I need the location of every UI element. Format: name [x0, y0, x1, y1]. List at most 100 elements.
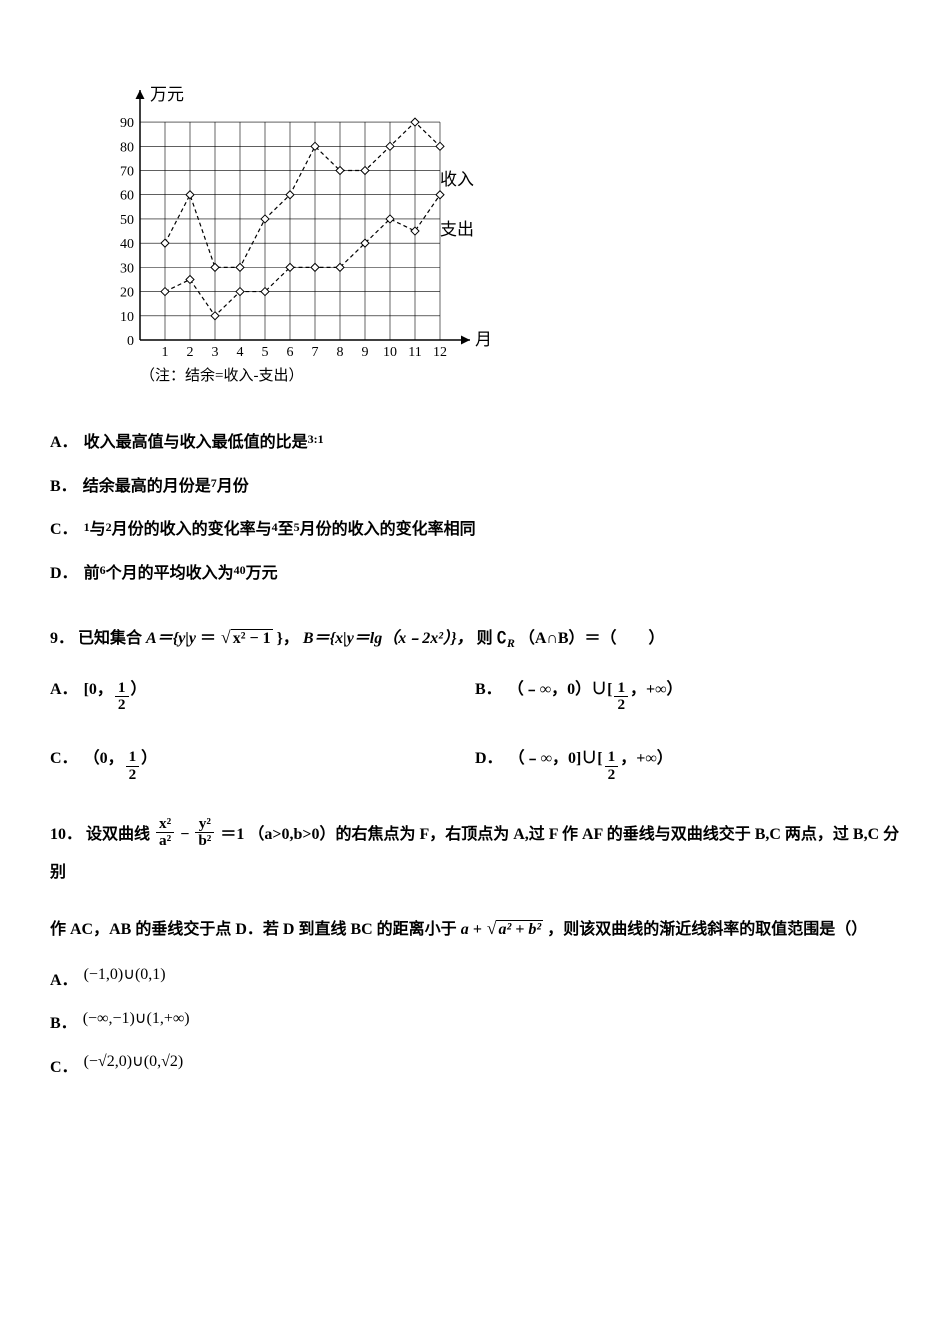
num: 5: [294, 518, 300, 537]
sqrt-body: x² − 1: [231, 629, 273, 647]
sqrt: a² + b²: [487, 907, 543, 949]
svg-text:90: 90: [120, 116, 134, 131]
q8-option-a: A． 收入最高值与收入最低值的比是 3:1: [50, 430, 900, 456]
svg-text:60: 60: [120, 189, 134, 204]
svg-text:50: 50: [120, 213, 134, 228]
svg-text:10: 10: [120, 310, 134, 325]
sqrt-body: a² + b²: [496, 920, 543, 938]
svg-text:2: 2: [187, 345, 194, 360]
q10-option-a: A． (−1,0)∪(0,1): [50, 968, 900, 994]
option-label: A．: [50, 677, 78, 703]
q8-option-c: C． 1 与 2 月份的收入的变化率与 4 至 5 月份的收入的变化率相同: [50, 517, 900, 543]
t: 万元: [246, 561, 278, 587]
svg-text:8: 8: [337, 345, 344, 360]
q9-option-a: A． [0， 12 ）: [50, 677, 475, 716]
q10-line2: 作 AC，AB 的垂线交于点 D．若 D 到直线 BC 的距离小于 a + a²…: [50, 907, 900, 949]
t: （﹣∞，0）∪[: [508, 677, 613, 703]
svg-text:7: 7: [312, 345, 319, 360]
t: （﹣∞，0]∪[: [509, 746, 603, 772]
t: （a>0,b>0）的右焦点为 F，右顶点为 A,过 F 作 AF 的垂线与双曲线…: [50, 826, 899, 881]
t: 则: [477, 630, 493, 647]
income-expense-chart: 万元 月 0102030405060708090 123456789101112…: [90, 80, 510, 400]
q10-option-b: B． (−∞,−1)∪(1,+∞): [50, 1011, 900, 1037]
option-text: 结余最高的月份是: [83, 474, 211, 500]
option-label: C．: [50, 517, 78, 543]
option-text: (−1,0)∪(0,1): [84, 962, 166, 988]
svg-text:5: 5: [262, 345, 269, 360]
num: 1: [84, 518, 90, 537]
svg-text:40: 40: [120, 237, 134, 252]
set-b: B＝{x|y＝lg（x﹣2x²）}，: [303, 630, 473, 647]
option-text: (−√2,0)∪(0,√2): [84, 1049, 184, 1075]
t: 月份的收入的变化率相同: [300, 517, 476, 543]
legend-expense: 支出: [440, 220, 474, 239]
t: （0，: [84, 746, 124, 772]
svg-text:70: 70: [120, 165, 134, 180]
option-label: B．: [50, 1011, 77, 1037]
num: 4: [272, 518, 278, 537]
q9: 9． 已知集合 A＝{y|y ＝ x² − 1 }， B＝{x|y＝lg（x﹣2…: [50, 616, 900, 658]
t: ，+∞）: [630, 677, 683, 703]
option-label: A．: [50, 968, 78, 994]
svg-text:6: 6: [287, 345, 294, 360]
option-label: A．: [50, 430, 78, 456]
option-label: B．: [50, 474, 77, 500]
half-frac: 12: [605, 749, 619, 783]
legend-income: 收入: [440, 170, 474, 189]
option-text: 月份: [217, 474, 249, 500]
ratio: 3:1: [308, 430, 324, 449]
option-label: C．: [50, 746, 78, 772]
t: 与: [90, 517, 106, 543]
svg-text:80: 80: [120, 140, 134, 155]
svg-text:20: 20: [120, 286, 134, 301]
option-label: C．: [50, 1055, 78, 1081]
x-axis-label: 月: [475, 330, 492, 349]
option-label: B．: [475, 677, 502, 703]
t: 设双曲线: [86, 826, 150, 843]
num: 2: [106, 518, 112, 537]
t: 前: [84, 561, 100, 587]
q9-option-b: B． （﹣∞，0）∪[ 12 ，+∞）: [475, 677, 900, 716]
num: 40: [234, 561, 246, 580]
t: 已知集合: [78, 630, 142, 647]
chart-note: （注：结余=收入-支出）: [140, 366, 303, 384]
t: ）: [131, 677, 147, 703]
svg-text:11: 11: [408, 345, 421, 360]
t: ，+∞）: [620, 746, 673, 772]
svg-text:0: 0: [127, 334, 134, 349]
eq: ＝1: [220, 826, 244, 843]
q8-option-b: B． 结余最高的月份是 7 月份: [50, 474, 900, 500]
t: 个月的平均收入为: [106, 561, 234, 587]
complement-symbol: ∁: [497, 630, 507, 647]
complement-sub: R: [507, 637, 515, 651]
svg-text:30: 30: [120, 261, 134, 276]
option-text: (−∞,−1)∪(1,+∞): [83, 1006, 190, 1032]
half-frac: 12: [614, 680, 628, 714]
option-label: D．: [475, 746, 503, 772]
svg-text:9: 9: [362, 345, 369, 360]
set-a-lhs: A＝{y|y: [146, 630, 196, 647]
t: 作 AC，AB 的垂线交于点 D．若 D 到直线 BC 的距离小于: [50, 921, 457, 938]
t: 至: [278, 517, 294, 543]
half-frac: 12: [115, 680, 129, 714]
eq: ＝: [200, 630, 216, 647]
svg-text:1: 1: [162, 345, 169, 360]
sqrt: x² − 1: [221, 616, 273, 658]
svg-text:12: 12: [433, 345, 447, 360]
svg-text:10: 10: [383, 345, 397, 360]
svg-text:3: 3: [212, 345, 219, 360]
q10-option-c: C． (−√2,0)∪(0,√2): [50, 1055, 900, 1081]
sqrt-pre: a +: [461, 921, 482, 938]
q-num: 10．: [50, 826, 82, 843]
half-frac: 12: [126, 749, 140, 783]
option-text: 收入最高值与收入最低值的比是: [84, 430, 308, 456]
minus: −: [180, 826, 189, 843]
t: ）: [141, 746, 157, 772]
t: ，则该双曲线的渐近线斜率的取值范围是（）: [547, 921, 867, 938]
frac-y2b2: y²b²: [195, 816, 214, 850]
t: }，: [277, 630, 299, 647]
q9-option-d: D． （﹣∞，0]∪[ 12 ，+∞）: [475, 746, 900, 785]
num: 7: [211, 474, 217, 493]
q8-option-d: D． 前 6 个月的平均收入为 40 万元: [50, 561, 900, 587]
q10: 10． 设双曲线 x²a² − y²b² ＝1 （a>0,b>0）的右焦点为 F…: [50, 816, 900, 893]
